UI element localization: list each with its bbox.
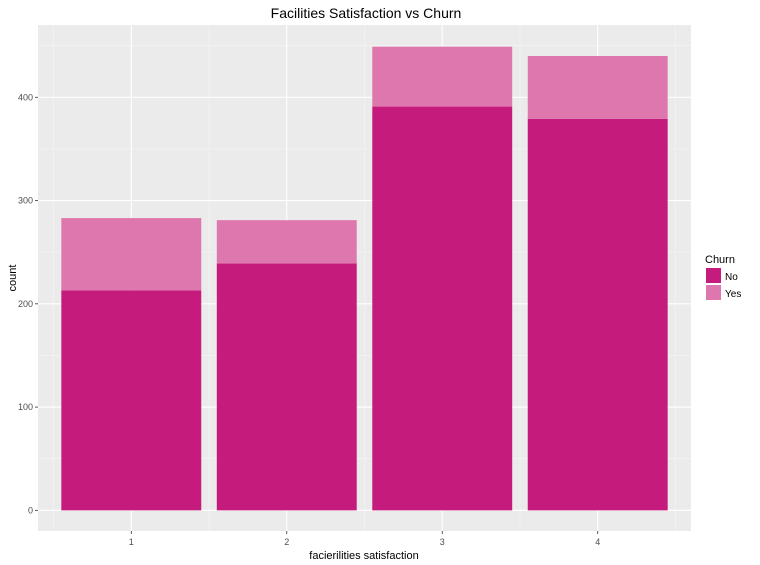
x-tick-label: 3 (440, 537, 445, 547)
chart-title: Facilities Satisfaction vs Churn (271, 5, 462, 21)
x-tick-label: 2 (284, 537, 289, 547)
bar-yes-2 (216, 220, 357, 264)
axis-ticks: 0 100 200 300 400 1 2 3 4 (18, 92, 600, 547)
bar-no-3 (372, 106, 513, 511)
legend-label-yes: Yes (725, 289, 741, 300)
y-axis-label: count (7, 265, 19, 292)
y-tick-label: 100 (18, 402, 33, 412)
y-tick-label: 200 (18, 299, 33, 309)
legend-swatch-yes (706, 285, 721, 300)
legend: Churn No Yes (705, 254, 741, 300)
x-tick-label: 1 (129, 537, 134, 547)
bar-yes-1 (61, 218, 202, 291)
y-tick-label: 300 (18, 196, 33, 206)
bar-no-2 (216, 263, 357, 511)
legend-label-no: No (725, 272, 738, 283)
bar-no-1 (61, 290, 202, 511)
bar-no-4 (527, 118, 668, 511)
legend-swatch-no (706, 268, 721, 283)
x-tick-label: 4 (595, 537, 600, 547)
y-tick-label: 0 (28, 505, 33, 515)
y-tick-label: 400 (18, 92, 33, 102)
x-axis-label: facierilities satisfaction (309, 550, 418, 562)
bar-yes-4 (527, 55, 668, 119)
legend-title: Churn (705, 254, 735, 266)
bar-yes-3 (372, 46, 513, 107)
bars (61, 46, 668, 511)
